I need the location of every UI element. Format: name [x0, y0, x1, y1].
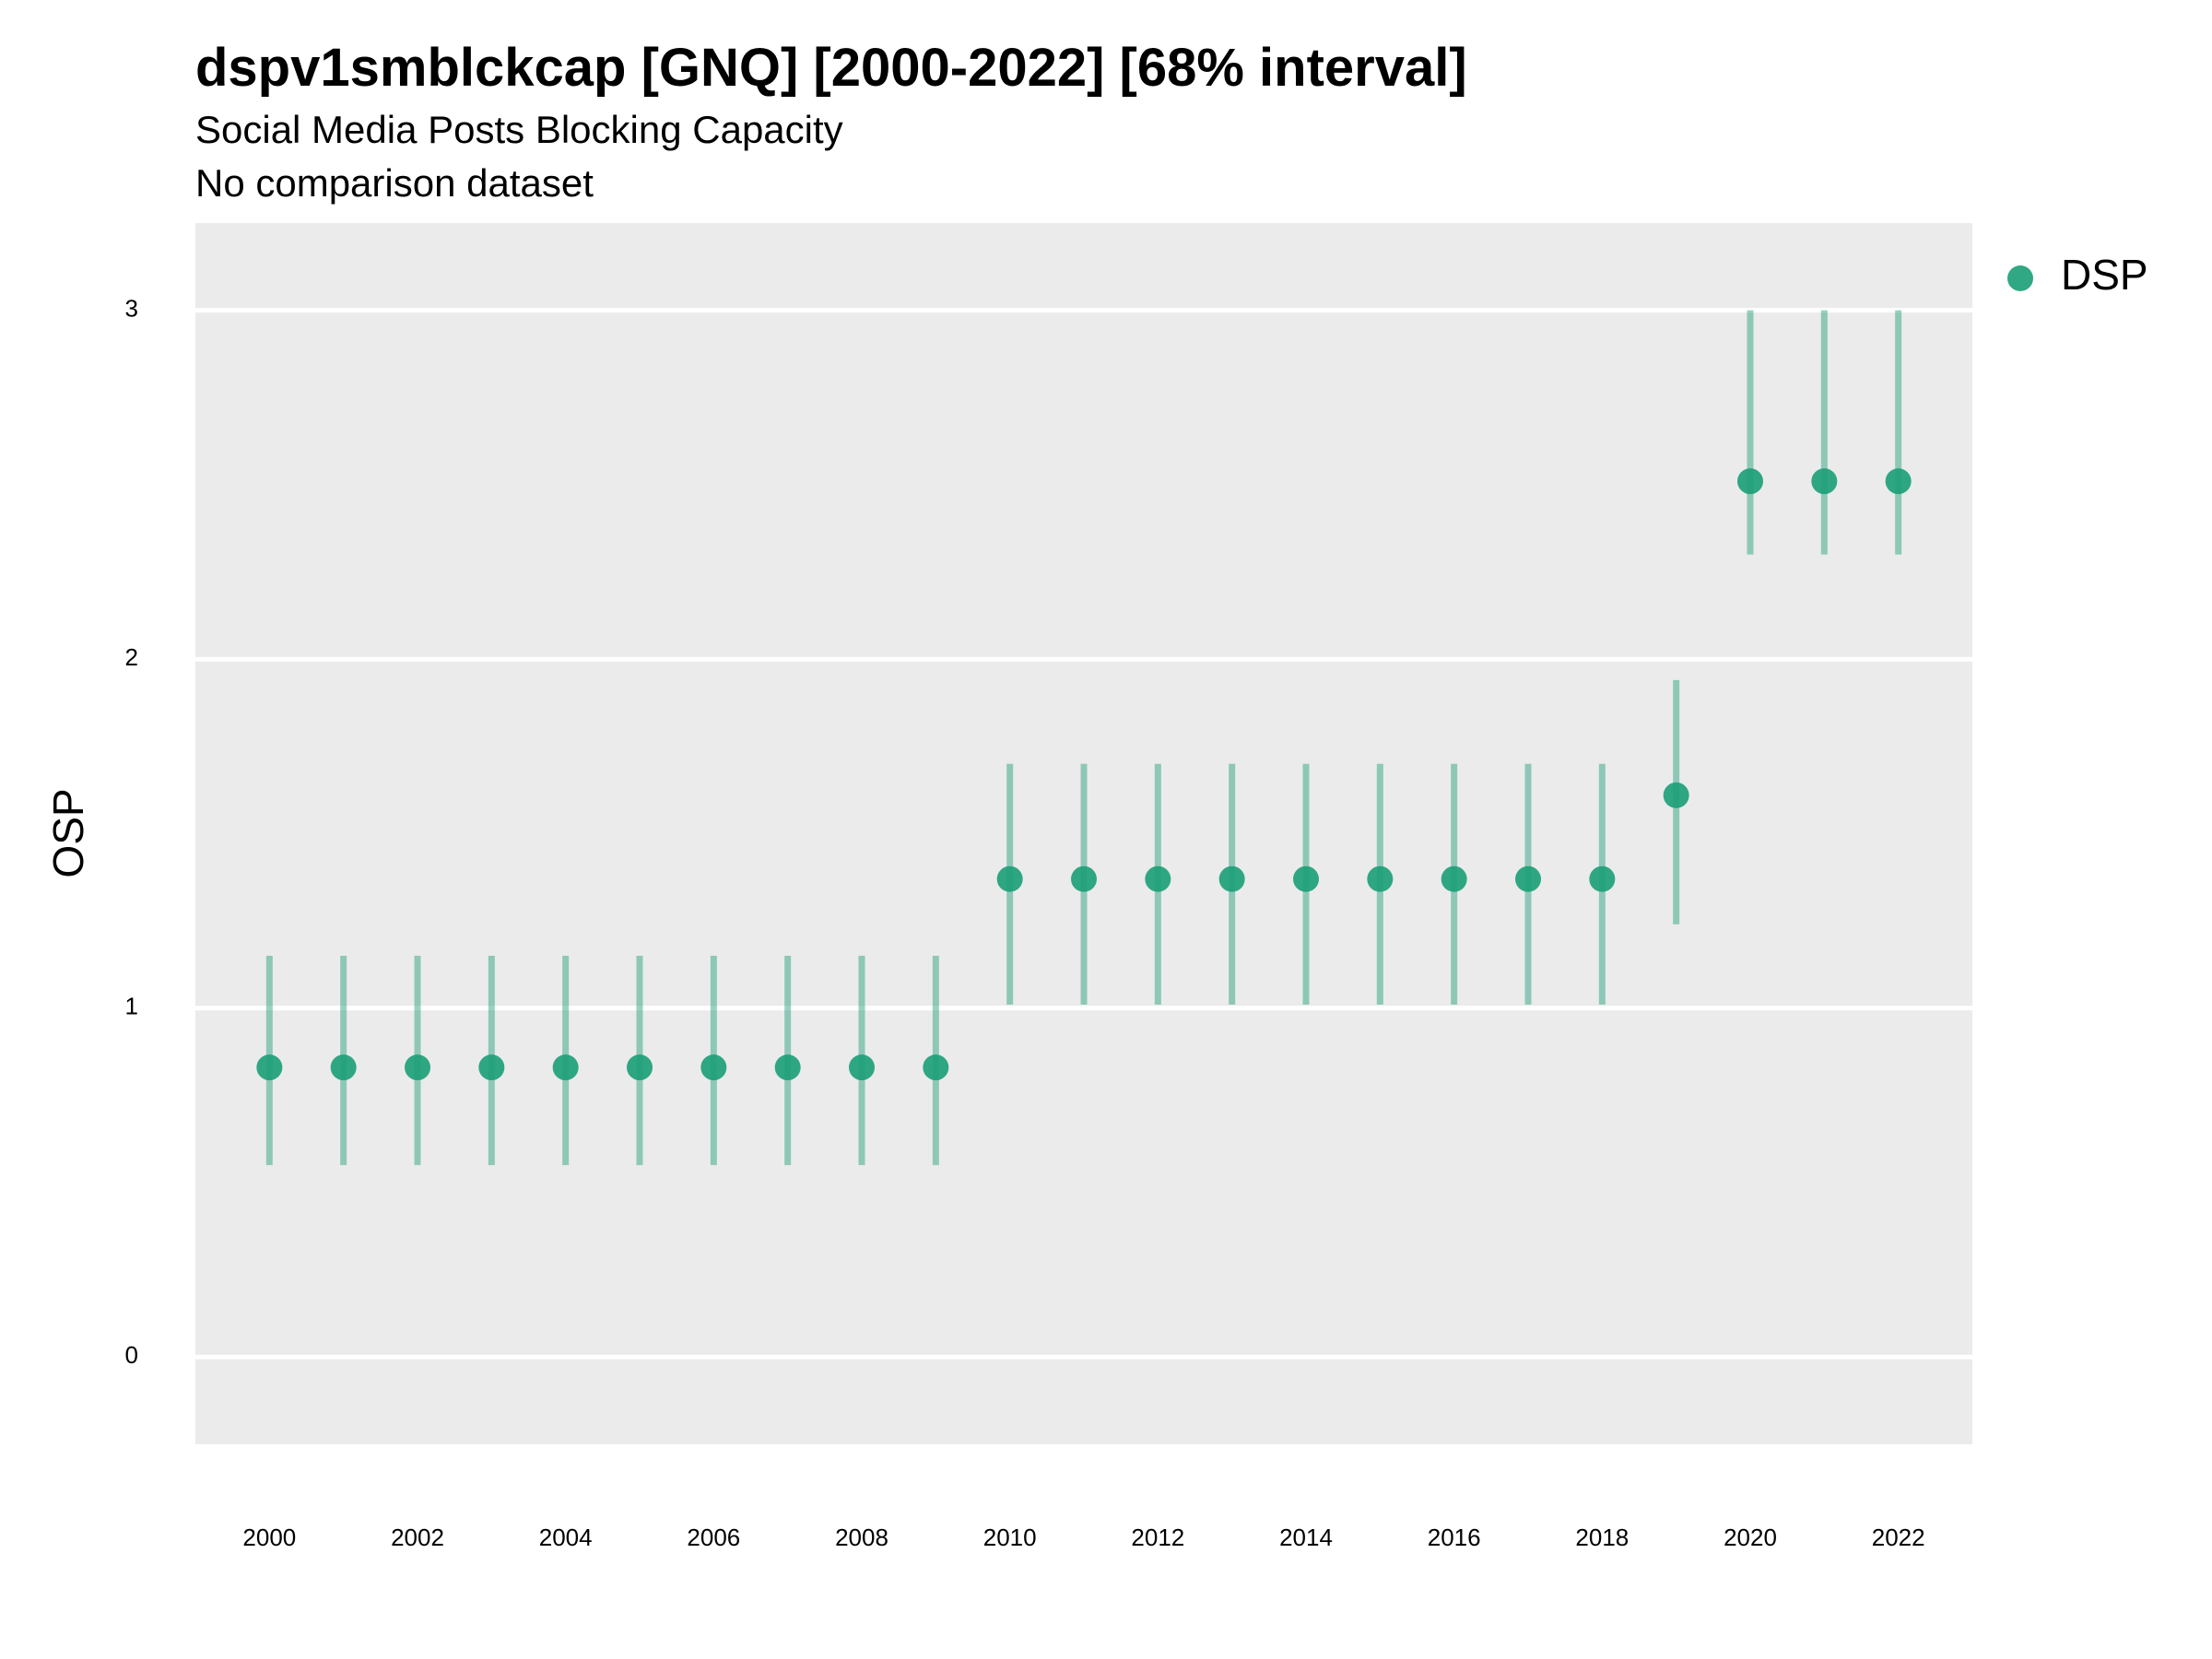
data-point [330, 1054, 357, 1081]
x-axis-ticks: 2000 2002 2004 2006 2008 2010 2012 2014 2016 2018… [242, 1524, 1924, 1551]
y-tick-label: 1 [125, 993, 138, 1020]
legend-label-dsp: DSP [2061, 251, 2148, 299]
data-point [256, 1054, 283, 1081]
data-point [478, 1054, 505, 1081]
data-point [1145, 865, 1171, 892]
chart-caption-line: No comparison dataset [195, 161, 594, 205]
x-tick-label: 2018 [1575, 1524, 1629, 1551]
data-point [1811, 468, 1838, 495]
x-tick-label: 2000 [242, 1524, 296, 1551]
x-tick-label: 2014 [1279, 1524, 1333, 1551]
legend-marker [2007, 265, 2033, 291]
data-point [627, 1054, 653, 1081]
data-point [923, 1054, 949, 1081]
data-point [1885, 468, 1912, 495]
data-point [1515, 865, 1541, 892]
y-tick-label: 3 [125, 295, 138, 323]
grid-lines [195, 308, 1972, 1359]
data-point [1367, 865, 1394, 892]
data-point [1737, 468, 1763, 495]
data-point [1218, 865, 1245, 892]
data-point [774, 1054, 801, 1081]
data-point [700, 1054, 727, 1081]
x-tick-label: 2022 [1872, 1524, 1925, 1551]
data-point [1663, 782, 1689, 808]
legend: DSP [2007, 251, 2148, 299]
chart-subtitle: Social Media Posts Blocking Capacity [195, 108, 843, 151]
plot-panel [195, 223, 1972, 1444]
y-tick-label: 2 [125, 643, 138, 671]
data-marks [256, 310, 1912, 1166]
data-point [405, 1054, 430, 1081]
x-tick-label: 2002 [391, 1524, 444, 1551]
x-tick-label: 2004 [539, 1524, 593, 1551]
x-tick-label: 2006 [687, 1524, 740, 1551]
y-tick-label: 0 [125, 1341, 138, 1369]
x-tick-label: 2008 [835, 1524, 888, 1551]
data-point [1441, 865, 1467, 892]
data-point [1071, 865, 1097, 892]
x-tick-label: 2012 [1131, 1524, 1184, 1551]
y-axis-ticks: 0 1 2 3 [125, 295, 138, 1370]
data-point [552, 1054, 579, 1081]
data-point [1589, 865, 1616, 892]
x-tick-label: 2010 [983, 1524, 1037, 1551]
chart-title: dspv1smblckcap [GNQ] [2000-2022] [68% in… [195, 38, 1467, 98]
x-tick-label: 2020 [1724, 1524, 1777, 1551]
data-point [1293, 865, 1319, 892]
data-point [849, 1054, 875, 1081]
y-axis-label: OSP [44, 788, 92, 877]
data-point [996, 865, 1023, 892]
x-tick-label: 2016 [1428, 1524, 1481, 1551]
